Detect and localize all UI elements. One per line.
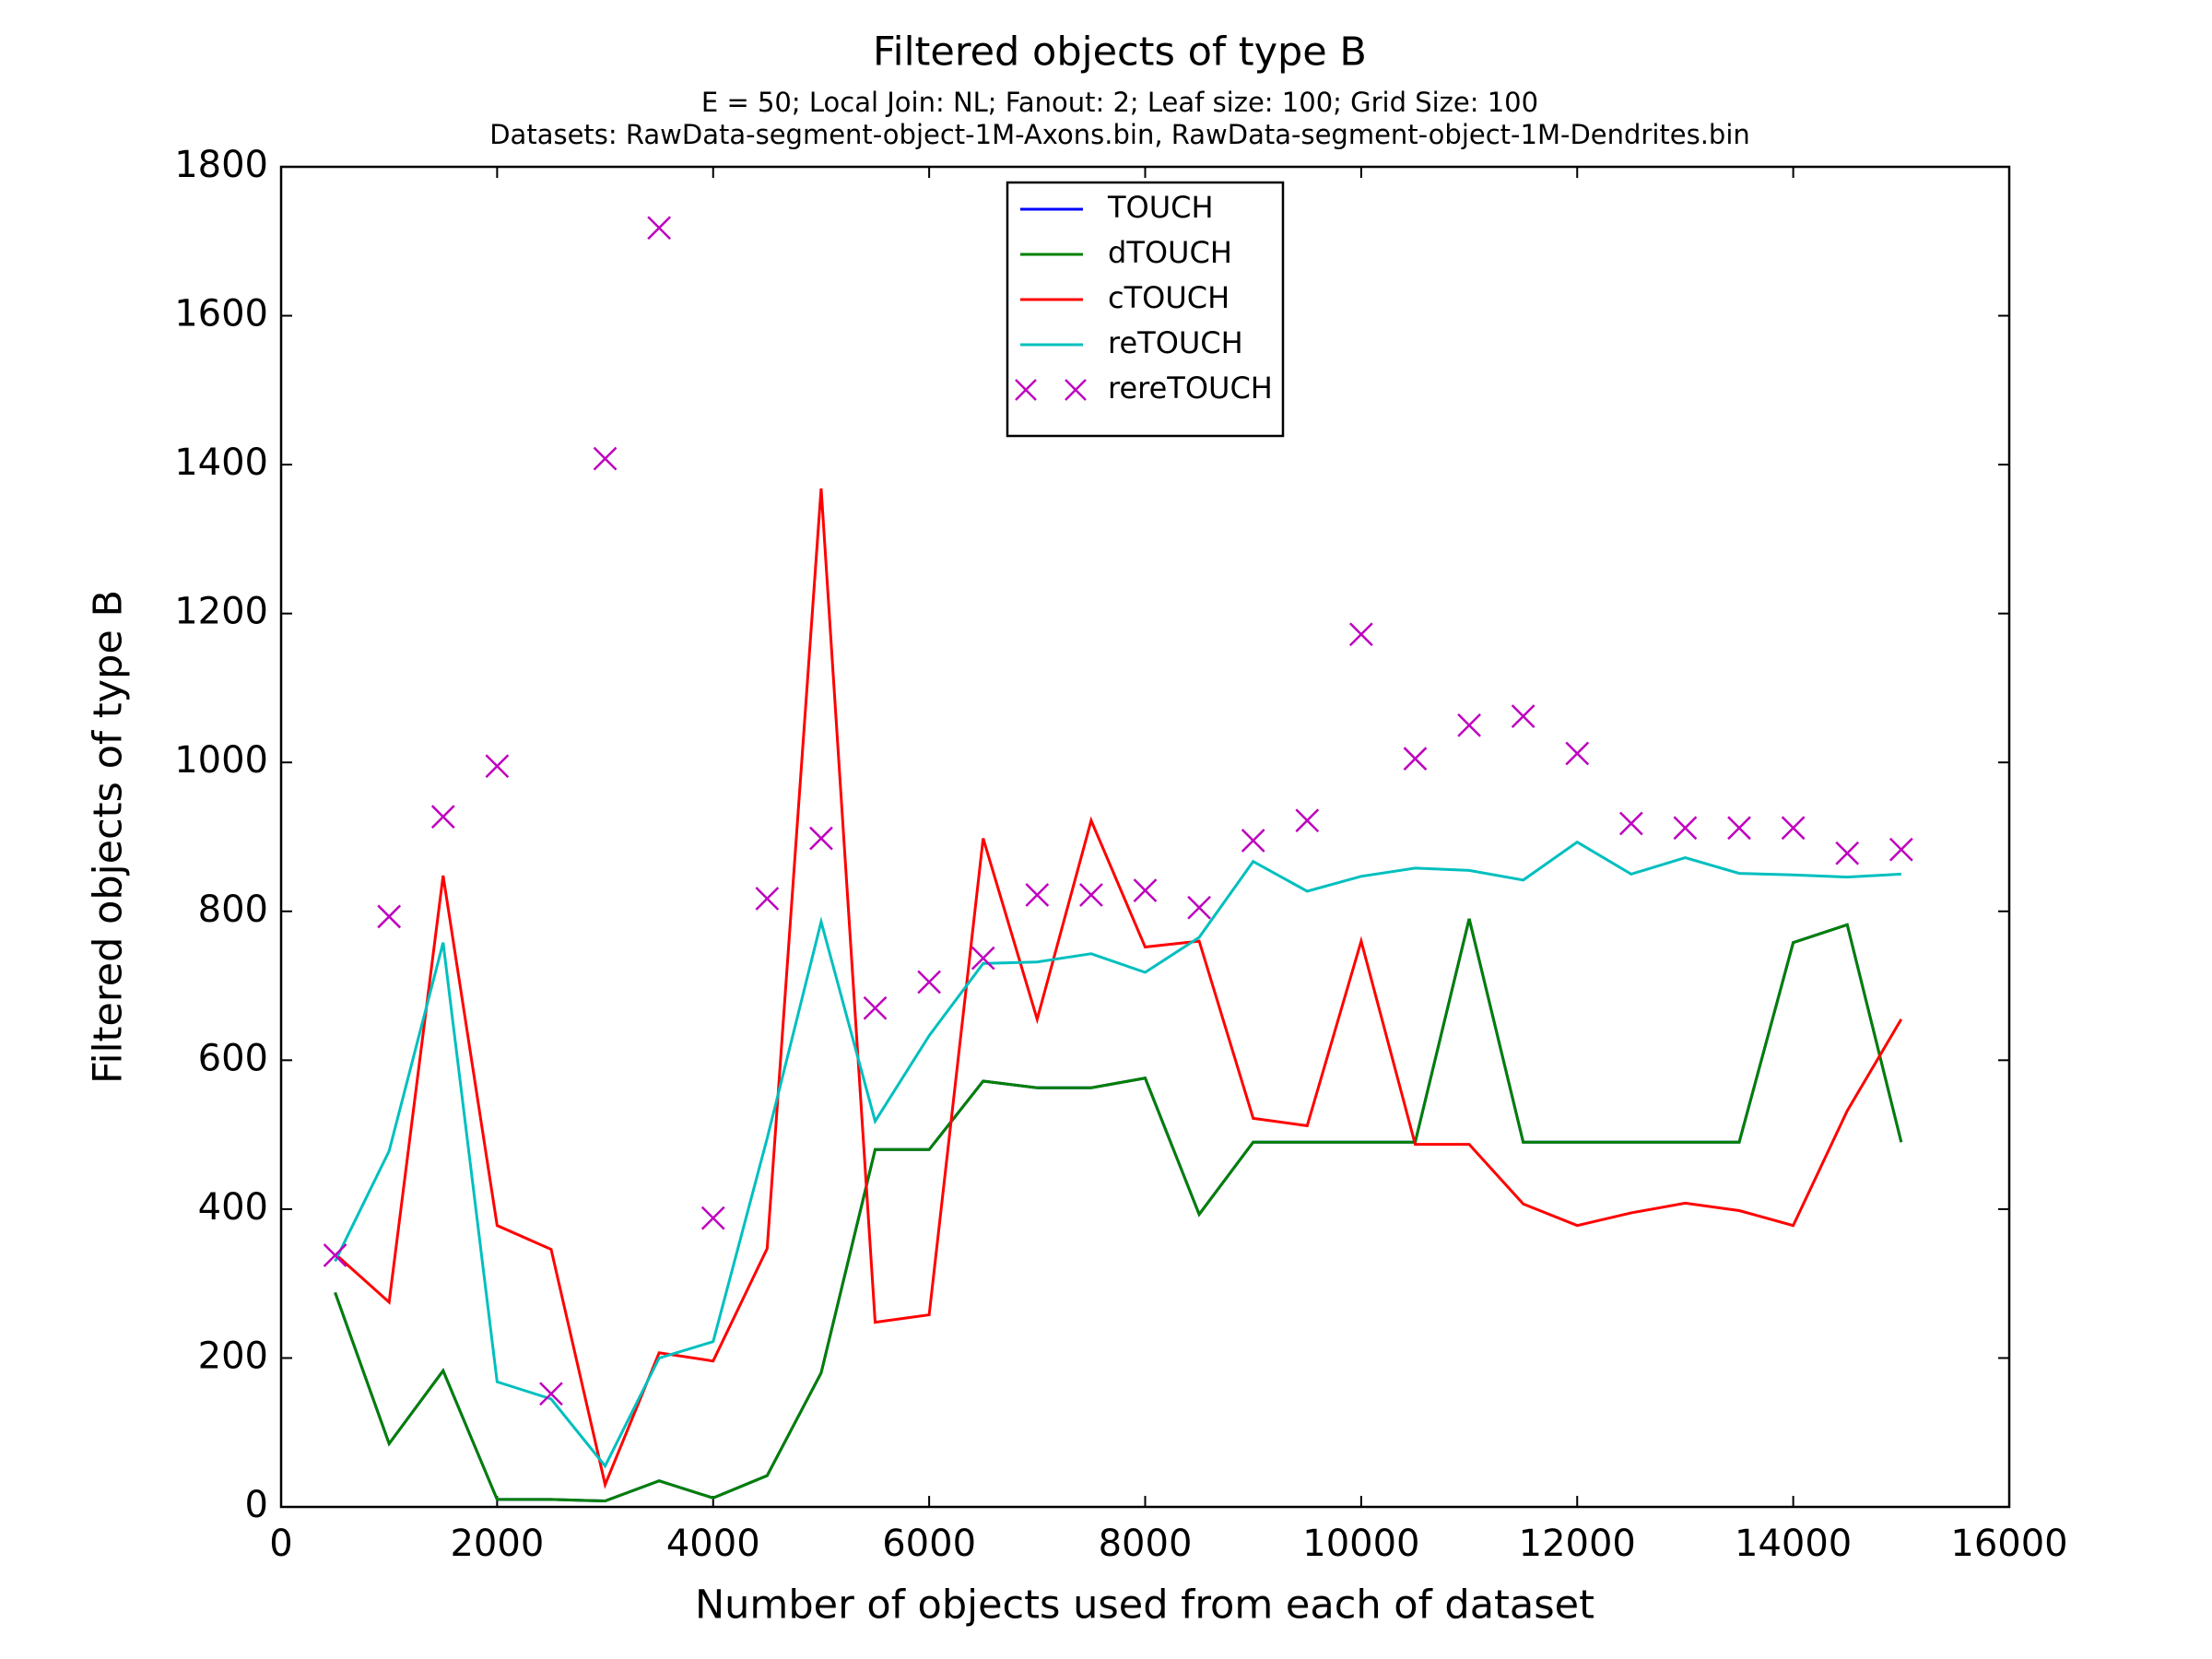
- marker: [809, 826, 833, 851]
- marker: [1457, 712, 1481, 737]
- plot-frame: [279, 165, 2011, 1509]
- marker: [1888, 837, 1913, 862]
- marker: [1295, 808, 1320, 833]
- subtitle: Datasets: RawData-segment-object-1M-Axon…: [489, 119, 1750, 150]
- y-tick-label: 600: [198, 1037, 268, 1079]
- marker: [1618, 811, 1643, 836]
- marker: [1673, 816, 1698, 841]
- marker: [647, 216, 672, 241]
- x-tick-label: 4000: [666, 1523, 760, 1565]
- y-tick-label: 1400: [174, 441, 268, 484]
- y-tick-label: 1000: [174, 739, 268, 782]
- series-line: [334, 840, 1901, 1469]
- x-tick-label: 6000: [882, 1523, 976, 1565]
- y-tick-label: 800: [198, 888, 268, 931]
- x-tick-label: 0: [269, 1523, 292, 1565]
- marker: [863, 995, 888, 1020]
- series-line: [334, 918, 1903, 1503]
- x-tick-label: 12000: [1519, 1523, 1636, 1565]
- marker: [1079, 883, 1103, 907]
- x-tick-label: 2000: [450, 1523, 544, 1565]
- y-tick-label: 0: [245, 1484, 268, 1526]
- y-tick-label: 1600: [174, 293, 268, 335]
- marker: [1403, 747, 1428, 771]
- marker: [1565, 741, 1590, 766]
- marker: [539, 1382, 563, 1406]
- marker: [1781, 816, 1806, 841]
- marker: [1025, 883, 1050, 907]
- marker: [700, 1206, 725, 1230]
- marker: [1511, 704, 1535, 729]
- x-tick-label: 14000: [1735, 1523, 1852, 1565]
- marker: [755, 887, 780, 911]
- x-tick-label: 16000: [1950, 1523, 2067, 1565]
- y-tick-label: 400: [198, 1186, 268, 1229]
- marker: [1187, 895, 1211, 920]
- marker: [593, 446, 618, 471]
- marker: [917, 970, 942, 994]
- legend-label: cTOUCH: [1108, 280, 1230, 315]
- legend-label: dTOUCH: [1108, 235, 1232, 270]
- legend-label: reTOUCH: [1108, 325, 1243, 360]
- subtitle: E = 50; Local Join: NL; Fanout: 2; Leaf …: [701, 87, 1538, 118]
- y-axis-label: Filtered objects of type B: [86, 590, 132, 1084]
- legend-marker: [1015, 379, 1087, 401]
- legend-box: [1006, 181, 1285, 438]
- y-tick-label: 1800: [174, 144, 268, 186]
- marker: [485, 754, 510, 779]
- x-tick-label: 8000: [1099, 1523, 1193, 1565]
- x-tick-label: 10000: [1302, 1523, 1419, 1565]
- marker: [430, 805, 455, 830]
- chart-title: Filtered objects of type B: [873, 29, 1367, 76]
- marker: [1241, 829, 1265, 853]
- y-tick-label: 200: [198, 1335, 268, 1377]
- marker: [1348, 622, 1373, 647]
- series-line: [334, 488, 1903, 1489]
- marker: [971, 946, 995, 971]
- marker: [377, 904, 402, 929]
- x-axis-label: Number of objects used from each of data…: [695, 1583, 1594, 1629]
- marker: [1835, 841, 1860, 865]
- marker: [1133, 878, 1158, 903]
- y-tick-label: 1200: [174, 591, 268, 633]
- legend-label: TOUCH: [1107, 190, 1214, 225]
- marker: [323, 1243, 347, 1267]
- marker: [1727, 816, 1751, 841]
- legend-label: rereTOUCH: [1108, 371, 1273, 406]
